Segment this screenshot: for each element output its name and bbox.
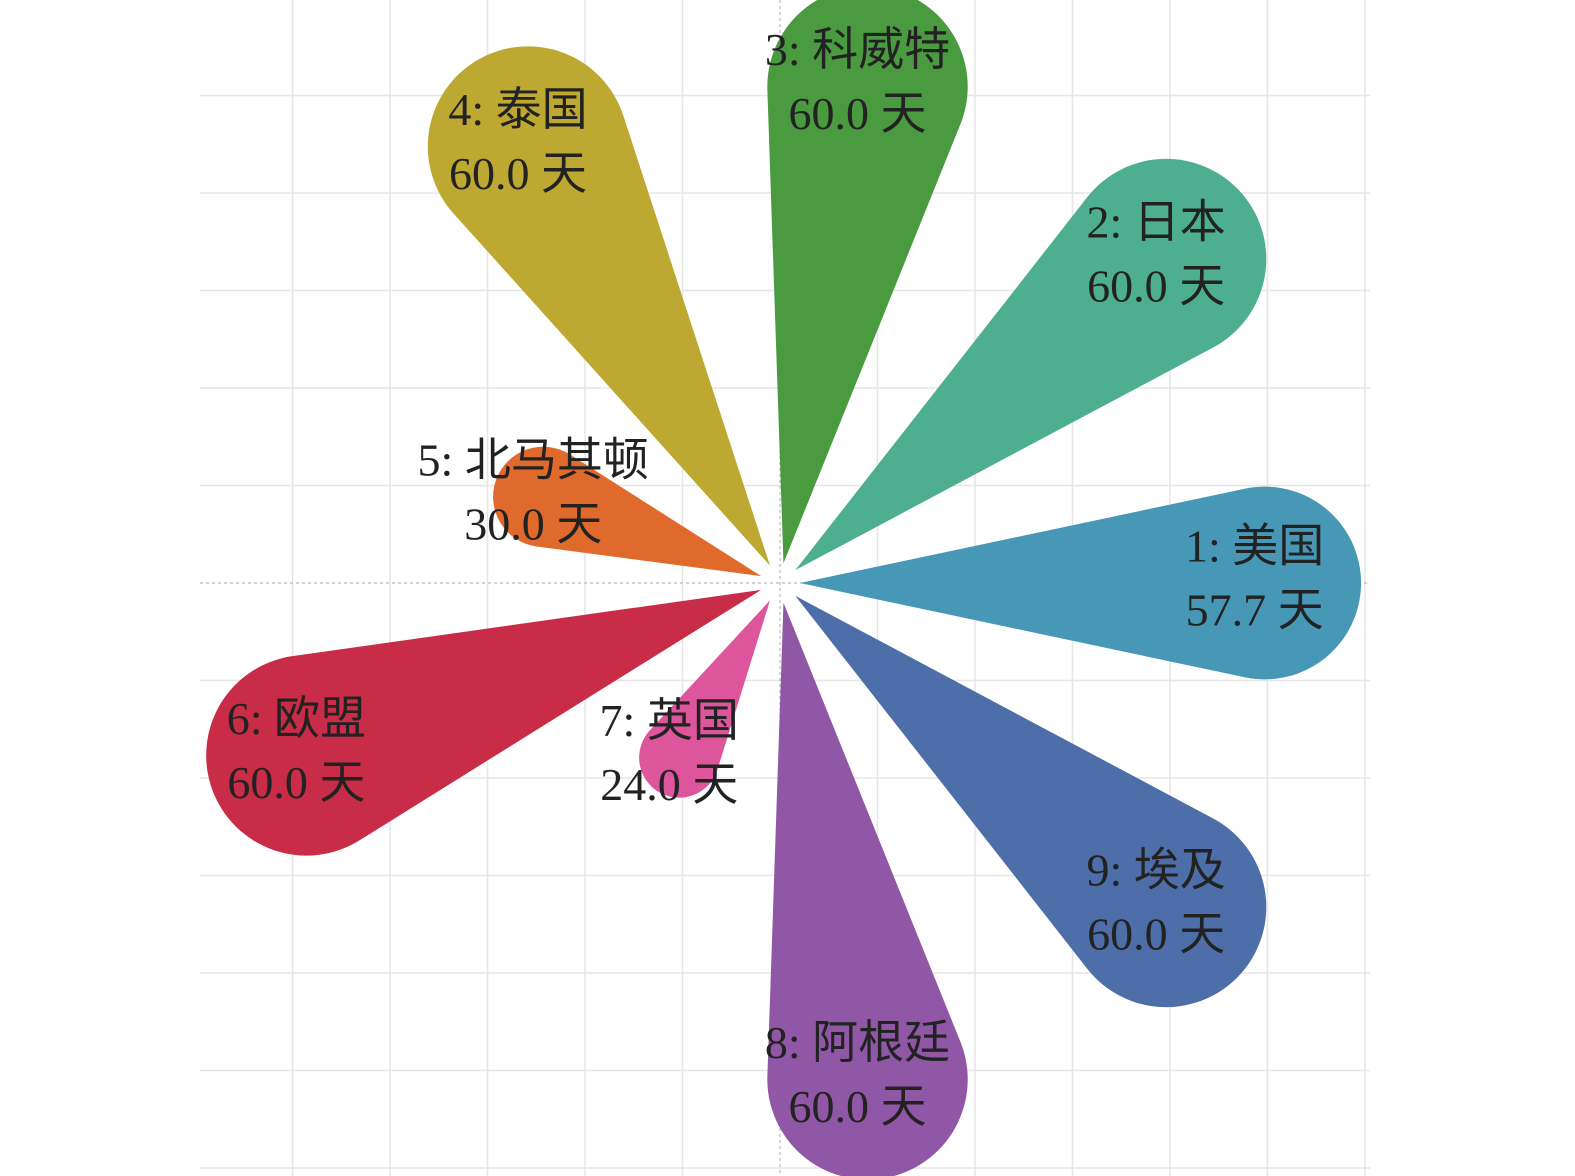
petal (427, 46, 770, 566)
petal-label: 6: 欧盟 (227, 693, 366, 744)
petal (795, 595, 1267, 1008)
petal (767, 0, 968, 564)
petal (767, 602, 968, 1176)
petal-label: 7: 英国 (600, 695, 739, 746)
value-label: 60.0 天 (789, 1081, 927, 1132)
petal-label: 3: 科威特 (765, 24, 950, 75)
value-label: 60.0 天 (789, 88, 927, 139)
value-label: 60.0 天 (449, 148, 587, 199)
petal (800, 486, 1362, 680)
petal-label: 8: 阿根廷 (765, 1017, 950, 1068)
petal-label: 2: 日本 (1086, 197, 1225, 248)
value-label: 60.0 天 (1087, 261, 1225, 312)
petal (795, 158, 1267, 571)
petal-label: 9: 埃及 (1086, 845, 1225, 896)
value-label: 57.7 天 (1186, 585, 1324, 636)
petal (206, 589, 762, 856)
petal (493, 446, 762, 577)
petal-label: 4: 泰国 (448, 84, 587, 135)
value-label: 24.0 天 (600, 759, 738, 810)
value-label: 60.0 天 (1087, 909, 1225, 960)
value-label: 60.0 天 (227, 757, 365, 808)
petal-label: 5: 北马其顿 (418, 434, 649, 485)
value-label: 30.0 天 (464, 498, 602, 549)
petal (639, 600, 770, 798)
petal-label: 1: 美国 (1185, 521, 1324, 572)
